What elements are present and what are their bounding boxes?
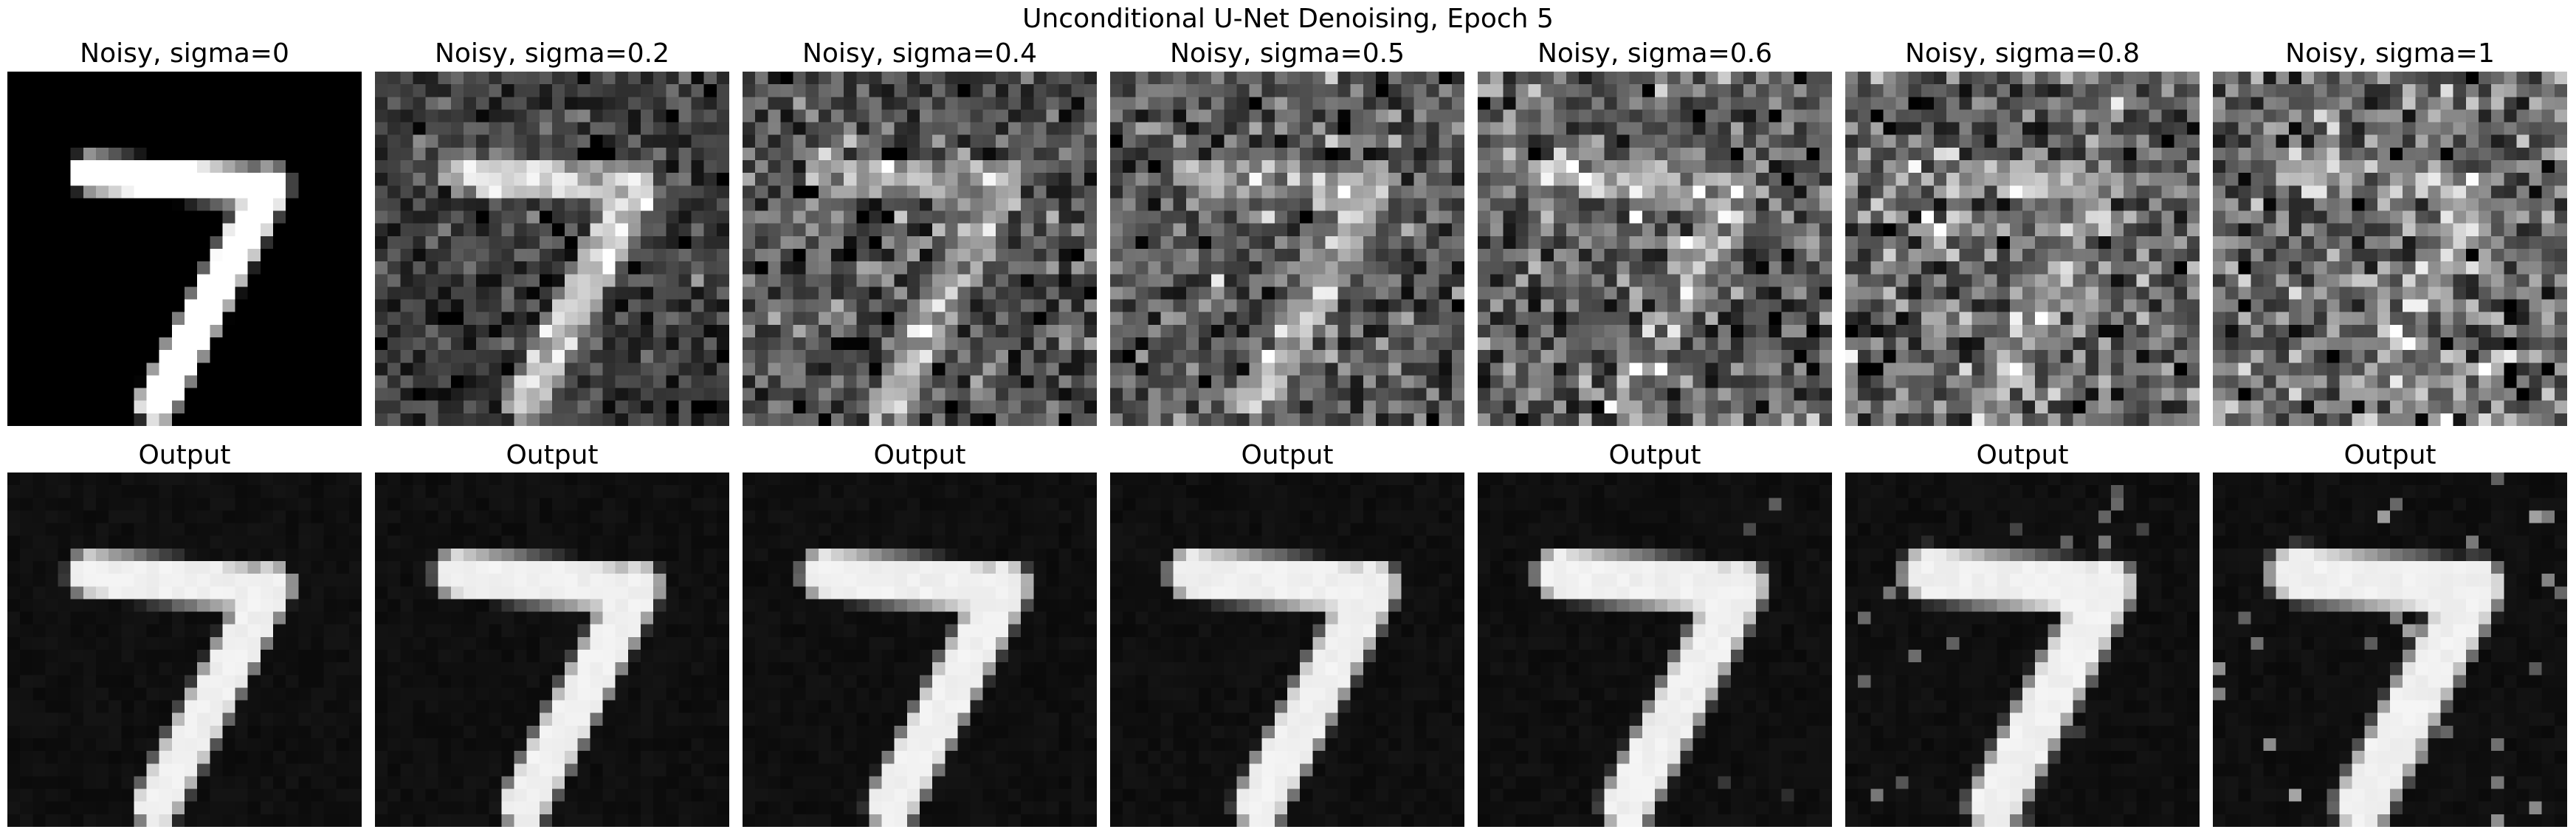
output-image-0 [7, 473, 362, 827]
output-image-3-canvas [1110, 473, 1464, 827]
output-image-4 [1478, 473, 1832, 827]
noisy-title-2: Noisy, sigma=0.4 [802, 38, 1038, 69]
output-image-5-canvas [1845, 473, 2200, 827]
noisy-title-1: Noisy, sigma=0.2 [434, 38, 670, 69]
noisy-image-5-canvas [1845, 72, 2200, 426]
output-image-3 [1110, 473, 1464, 827]
output-image-2 [743, 473, 1097, 827]
noisy-image-6 [2213, 72, 2567, 426]
output-image-4-canvas [1478, 473, 1832, 827]
output-image-1 [375, 473, 729, 827]
output-title-5: Output [1976, 440, 2069, 470]
noisy-image-0 [7, 72, 362, 426]
output-title-1: Output [506, 440, 599, 470]
output-image-6-canvas [2213, 473, 2567, 827]
noisy-title-3: Noisy, sigma=0.5 [1169, 38, 1405, 69]
noisy-title-6: Noisy, sigma=1 [2285, 38, 2495, 69]
noisy-image-5 [1845, 72, 2200, 426]
noisy-image-2 [743, 72, 1097, 426]
output-title-4: Output [1608, 440, 1701, 470]
noisy-title-5: Noisy, sigma=0.8 [1904, 38, 2141, 69]
noisy-image-4 [1478, 72, 1832, 426]
noisy-image-1-canvas [375, 72, 729, 426]
noisy-image-6-canvas [2213, 72, 2567, 426]
noisy-image-3-canvas [1110, 72, 1464, 426]
output-image-1-canvas [375, 473, 729, 827]
noisy-image-2-canvas [743, 72, 1097, 426]
noisy-image-1 [375, 72, 729, 426]
output-image-6 [2213, 473, 2567, 827]
output-image-2-canvas [743, 473, 1097, 827]
noisy-title-4: Noisy, sigma=0.6 [1537, 38, 1773, 69]
output-title-6: Output [2343, 440, 2436, 470]
noisy-image-0-canvas [7, 72, 362, 426]
output-image-0-canvas [7, 473, 362, 827]
noisy-title-0: Noisy, sigma=0 [80, 38, 289, 69]
output-title-3: Output [1241, 440, 1334, 470]
output-title-2: Output [873, 440, 966, 470]
figure-title: Unconditional U-Net Denoising, Epoch 5 [1022, 4, 1554, 34]
noisy-image-3 [1110, 72, 1464, 426]
output-title-0: Output [138, 440, 231, 470]
output-image-5 [1845, 473, 2200, 827]
noisy-image-4-canvas [1478, 72, 1832, 426]
